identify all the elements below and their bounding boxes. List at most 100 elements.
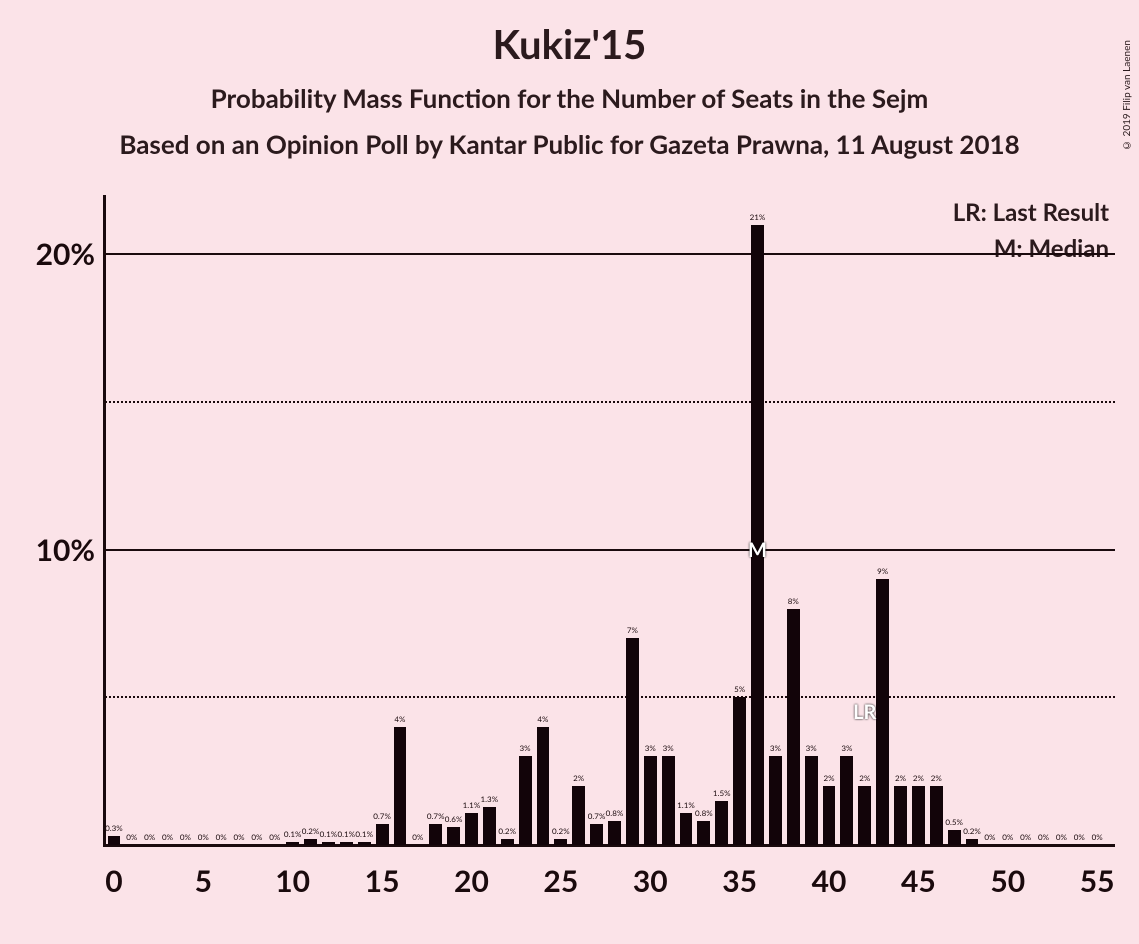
bar [108,836,121,845]
bar-value-label: 2% [913,773,924,783]
bar-value-label: 9% [877,566,888,576]
bar-value-label: 0.1% [338,829,356,839]
bar-value-label: 1.5% [713,788,731,798]
bar [394,727,407,845]
bar [590,824,603,845]
bar-value-label: 2% [931,773,942,783]
bar-value-label: 0% [180,832,191,842]
bar-value-label: 0% [1038,832,1049,842]
bar [840,756,853,845]
bar-value-label: 0% [216,832,227,842]
bar [894,786,907,845]
bar-value-label: 4% [394,714,405,724]
bar [930,786,943,845]
bar [465,813,478,846]
bar-value-label: 0% [1092,832,1103,842]
bar [537,727,550,845]
bar [858,786,871,845]
bar-value-label: 0% [1002,832,1013,842]
last-result-marker: LR [853,700,876,724]
bar [608,821,621,845]
bar [358,842,371,845]
bar [644,756,657,845]
x-tick-label: 45 [901,863,936,899]
bar-value-label: 5% [734,684,745,694]
x-tick-label: 20 [454,863,489,899]
bar [447,827,460,845]
bar-value-label: 3% [841,743,852,753]
bar [662,756,675,845]
bar-value-label: 4% [537,714,548,724]
bar-value-label: 0% [234,832,245,842]
bar-value-label: 1.1% [463,800,481,810]
y-axis [103,195,106,845]
bar-value-label: 3% [663,743,674,753]
bar-value-label: 0.3% [105,823,123,833]
chart-subtitle-2: Based on an Opinion Poll by Kantar Publi… [0,128,1139,160]
bar-value-label: 0% [144,832,155,842]
bar-value-label: 21% [750,212,766,222]
x-tick-label: 30 [633,863,668,899]
bar [322,842,335,845]
bar-value-label: 2% [823,773,834,783]
bar-value-label: 0.1% [284,829,302,839]
bar-value-label: 8% [788,596,799,606]
bar-value-label: 0% [162,832,173,842]
bar [286,842,299,845]
bar-value-label: 0% [198,832,209,842]
bar [876,579,889,845]
y-gridline-major [105,253,1115,255]
x-tick-label: 50 [990,863,1025,899]
bar-value-label: 0.7% [373,811,391,821]
bar-value-label: 2% [895,773,906,783]
bar-value-label: 0.7% [427,811,445,821]
bar-value-label: 3% [520,743,531,753]
bar-value-label: 0% [412,832,423,842]
bar-value-label: 0.8% [606,808,624,818]
bar [805,756,818,845]
bar [554,839,567,845]
bar-value-label: 1.1% [677,800,695,810]
bar [769,756,782,845]
bar-value-label: 2% [859,773,870,783]
median-marker: M [748,538,767,562]
bar [697,821,710,845]
bar-value-label: 3% [806,743,817,753]
bar [501,839,514,845]
bar [948,830,961,845]
bar-value-label: 0.1% [320,829,338,839]
bar-value-label: 0.2% [963,826,981,836]
bar-value-label: 3% [645,743,656,753]
bar-value-label: 0% [1056,832,1067,842]
bar [966,839,979,845]
chart-plot-area: 10%20%05101520253035404550550.3%0%0%0%0%… [105,195,1115,845]
bar [715,801,728,845]
bar-value-label: 1.3% [481,794,499,804]
bar-value-label: 0% [126,832,137,842]
bar-value-label: 0% [251,832,262,842]
bar-value-label: 0.7% [588,811,606,821]
copyright-text: © 2019 Filip van Laenen [1121,40,1133,151]
y-tick-label: 10% [36,532,95,568]
bar [572,786,585,845]
x-tick-label: 0 [105,863,122,899]
x-tick-label: 40 [812,863,847,899]
x-tick-label: 35 [722,863,757,899]
bar-value-label: 0% [1074,832,1085,842]
bar-value-label: 0.2% [552,826,570,836]
bar [626,638,639,845]
bar [376,824,389,845]
bar-value-label: 0.5% [945,817,963,827]
bar-value-label: 7% [627,625,638,635]
bar-value-label: 0.6% [445,814,463,824]
bar-value-label: 0.2% [498,826,516,836]
x-tick-label: 5 [195,863,212,899]
bar [912,786,925,845]
y-gridline-minor [105,401,1115,403]
x-tick-label: 25 [543,863,578,899]
bar-value-label: 0.1% [355,829,373,839]
x-tick-label: 10 [275,863,310,899]
bar [823,786,836,845]
bar [787,609,800,845]
chart-subtitle-1: Probability Mass Function for the Number… [0,82,1139,114]
